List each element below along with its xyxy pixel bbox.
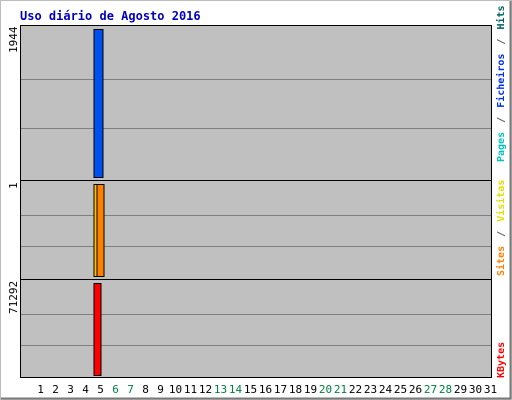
legend-sites: Sites [495,246,507,276]
x-tick-label-day-6: 6 [112,383,119,396]
bar-sites-day-5 [96,184,105,277]
panel-2-ymax-label: 71292 [7,281,20,314]
legend-slash: / [496,39,507,45]
x-tick-label-day-25: 25 [394,383,407,396]
x-tick-label-day-15: 15 [244,383,257,396]
legend-files: Ficheiros [495,54,507,108]
x-tick-label-day-12: 12 [199,383,212,396]
legend-visits: Visitas [495,180,507,222]
x-tick-label-day-16: 16 [259,383,272,396]
x-tick-label-day-30: 30 [469,383,482,396]
x-tick-label-day-29: 29 [454,383,467,396]
legend-slash: / [496,117,507,123]
legend-sites-visits: Sites / Visitas [495,180,507,276]
legend-kbytes: KBytes [496,342,507,378]
sites-visits-panel [21,184,491,277]
x-tick-label-day-11: 11 [184,383,197,396]
x-tick-label-day-13: 13 [214,383,227,396]
x-tick-label-day-17: 17 [274,383,287,396]
x-tick-label-day-26: 26 [409,383,422,396]
x-tick-label-day-7: 7 [127,383,134,396]
legend-slash: / [496,231,507,237]
legend-kbytes-label: KBytes [496,342,507,378]
x-tick-label-day-2: 2 [52,383,59,396]
x-axis-day-labels: 1 2 3 4 5 6 7 8 9 10 11 12 13 14 15 16 17 18 19 20 21 22 23 24 2… [37,383,497,396]
x-tick-label-day-31: 31 [484,383,497,396]
x-tick-label-day-24: 24 [379,383,393,396]
panel-0-ymax-label: 1944 [7,26,20,53]
x-tick-label-day-5: 5 [97,383,104,396]
plot-border [20,25,492,378]
x-tick-label-day-20: 20 [319,383,332,396]
panel-1-ymax-label: 1 [7,182,20,189]
x-tick-label-day-8: 8 [142,383,149,396]
bar-hits-day-5 [93,29,104,178]
x-tick-label-day-1: 1 [37,383,44,396]
kbytes-panel [21,283,491,376]
hits-files-pages-panel [21,29,491,178]
x-tick-label-day-14: 14 [229,383,243,396]
x-tick-label-day-19: 19 [304,383,317,396]
legend-hits-files-pages: Pages / Ficheiros / Hits [495,5,507,162]
plot-area [20,25,492,378]
x-tick-label-day-3: 3 [67,383,74,396]
x-tick-label-day-18: 18 [289,383,302,396]
chart-title: Uso diário de Agosto 2016 [20,9,201,23]
x-tick-label-day-22: 22 [349,383,362,396]
x-tick-label-day-9: 9 [157,383,164,396]
x-tick-label-day-21: 21 [334,383,347,396]
legend-hits: Hits [495,5,507,29]
x-tick-label-day-27: 27 [424,383,437,396]
legend-pages: Pages [496,132,507,162]
x-tick-label-day-28: 28 [439,383,452,396]
x-tick-label-day-10: 10 [169,383,182,396]
x-tick-label-day-4: 4 [82,383,89,396]
x-tick-label-day-23: 23 [364,383,377,396]
bar-kbytes-day-5 [93,283,102,376]
